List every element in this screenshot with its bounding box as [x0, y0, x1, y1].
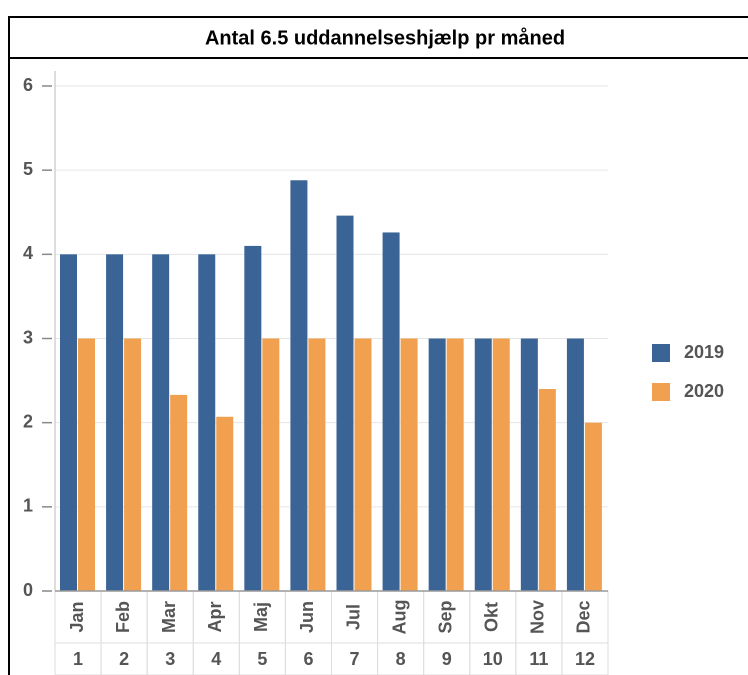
bar [198, 254, 216, 592]
y-tick-label: 1 [23, 496, 33, 516]
x-tick-label: 4 [211, 649, 221, 669]
bar [382, 232, 400, 591]
x-tick-label: Maj [251, 602, 271, 632]
legend-label: 2019 [684, 342, 724, 362]
bar [474, 338, 492, 591]
bar [492, 338, 510, 591]
bar [566, 338, 584, 591]
x-tick-label: Sep [435, 600, 455, 633]
bar [106, 254, 124, 592]
y-tick-label: 4 [23, 243, 33, 263]
x-tick-label: Apr [205, 602, 225, 633]
x-tick-label: 10 [483, 649, 503, 669]
bar [262, 338, 280, 591]
x-tick-label: Dec [574, 600, 594, 633]
x-tick-label: 12 [575, 649, 595, 669]
x-tick-label: Mar [159, 601, 179, 633]
bar [60, 254, 77, 592]
bar [538, 389, 556, 591]
y-tick-label: 2 [23, 411, 33, 431]
bar [152, 254, 170, 592]
x-tick-label: Feb [113, 601, 133, 633]
x-tick-label: Jun [297, 601, 317, 633]
x-tick-label: Jan [67, 601, 87, 632]
legend-swatch [652, 344, 670, 362]
x-tick-label: Jul [343, 604, 363, 630]
bar [170, 394, 188, 591]
y-tick-label: 5 [23, 159, 33, 179]
title-box [8, 16, 748, 59]
bar [336, 215, 354, 591]
chart-title: Antal 6.5 uddannelseshjælp pr måned [205, 26, 565, 49]
bar [290, 180, 308, 591]
bar [308, 338, 326, 591]
y-tick-label: 3 [23, 327, 33, 347]
bar [244, 245, 262, 591]
x-tick-label: 3 [165, 649, 175, 669]
bar [428, 338, 446, 591]
x-tick-label: 6 [303, 649, 313, 669]
y-tick-label: 6 [23, 75, 33, 95]
x-tick-label: Aug [389, 600, 409, 635]
x-tick-label: 8 [396, 649, 406, 669]
x-tick-label: 1 [73, 649, 83, 669]
x-tick-label: 11 [529, 649, 548, 669]
bar [584, 422, 602, 591]
x-tick-label: Nov [528, 600, 548, 634]
x-tick-label: 2 [119, 649, 129, 669]
bar [520, 338, 538, 591]
bar [446, 338, 464, 591]
x-cell [561, 642, 609, 675]
bar [78, 338, 95, 591]
x-tick-label: 9 [442, 649, 452, 669]
bar [354, 338, 372, 591]
x-tick-label: 7 [350, 649, 360, 669]
bar [216, 416, 234, 591]
y-tick-label: 0 [23, 580, 33, 600]
x-tick-label: Okt [482, 602, 502, 632]
legend-swatch [652, 383, 670, 401]
legend-label: 2020 [684, 381, 724, 401]
x-tick-label: 5 [257, 649, 267, 669]
bar [400, 338, 418, 591]
bar [124, 338, 142, 591]
